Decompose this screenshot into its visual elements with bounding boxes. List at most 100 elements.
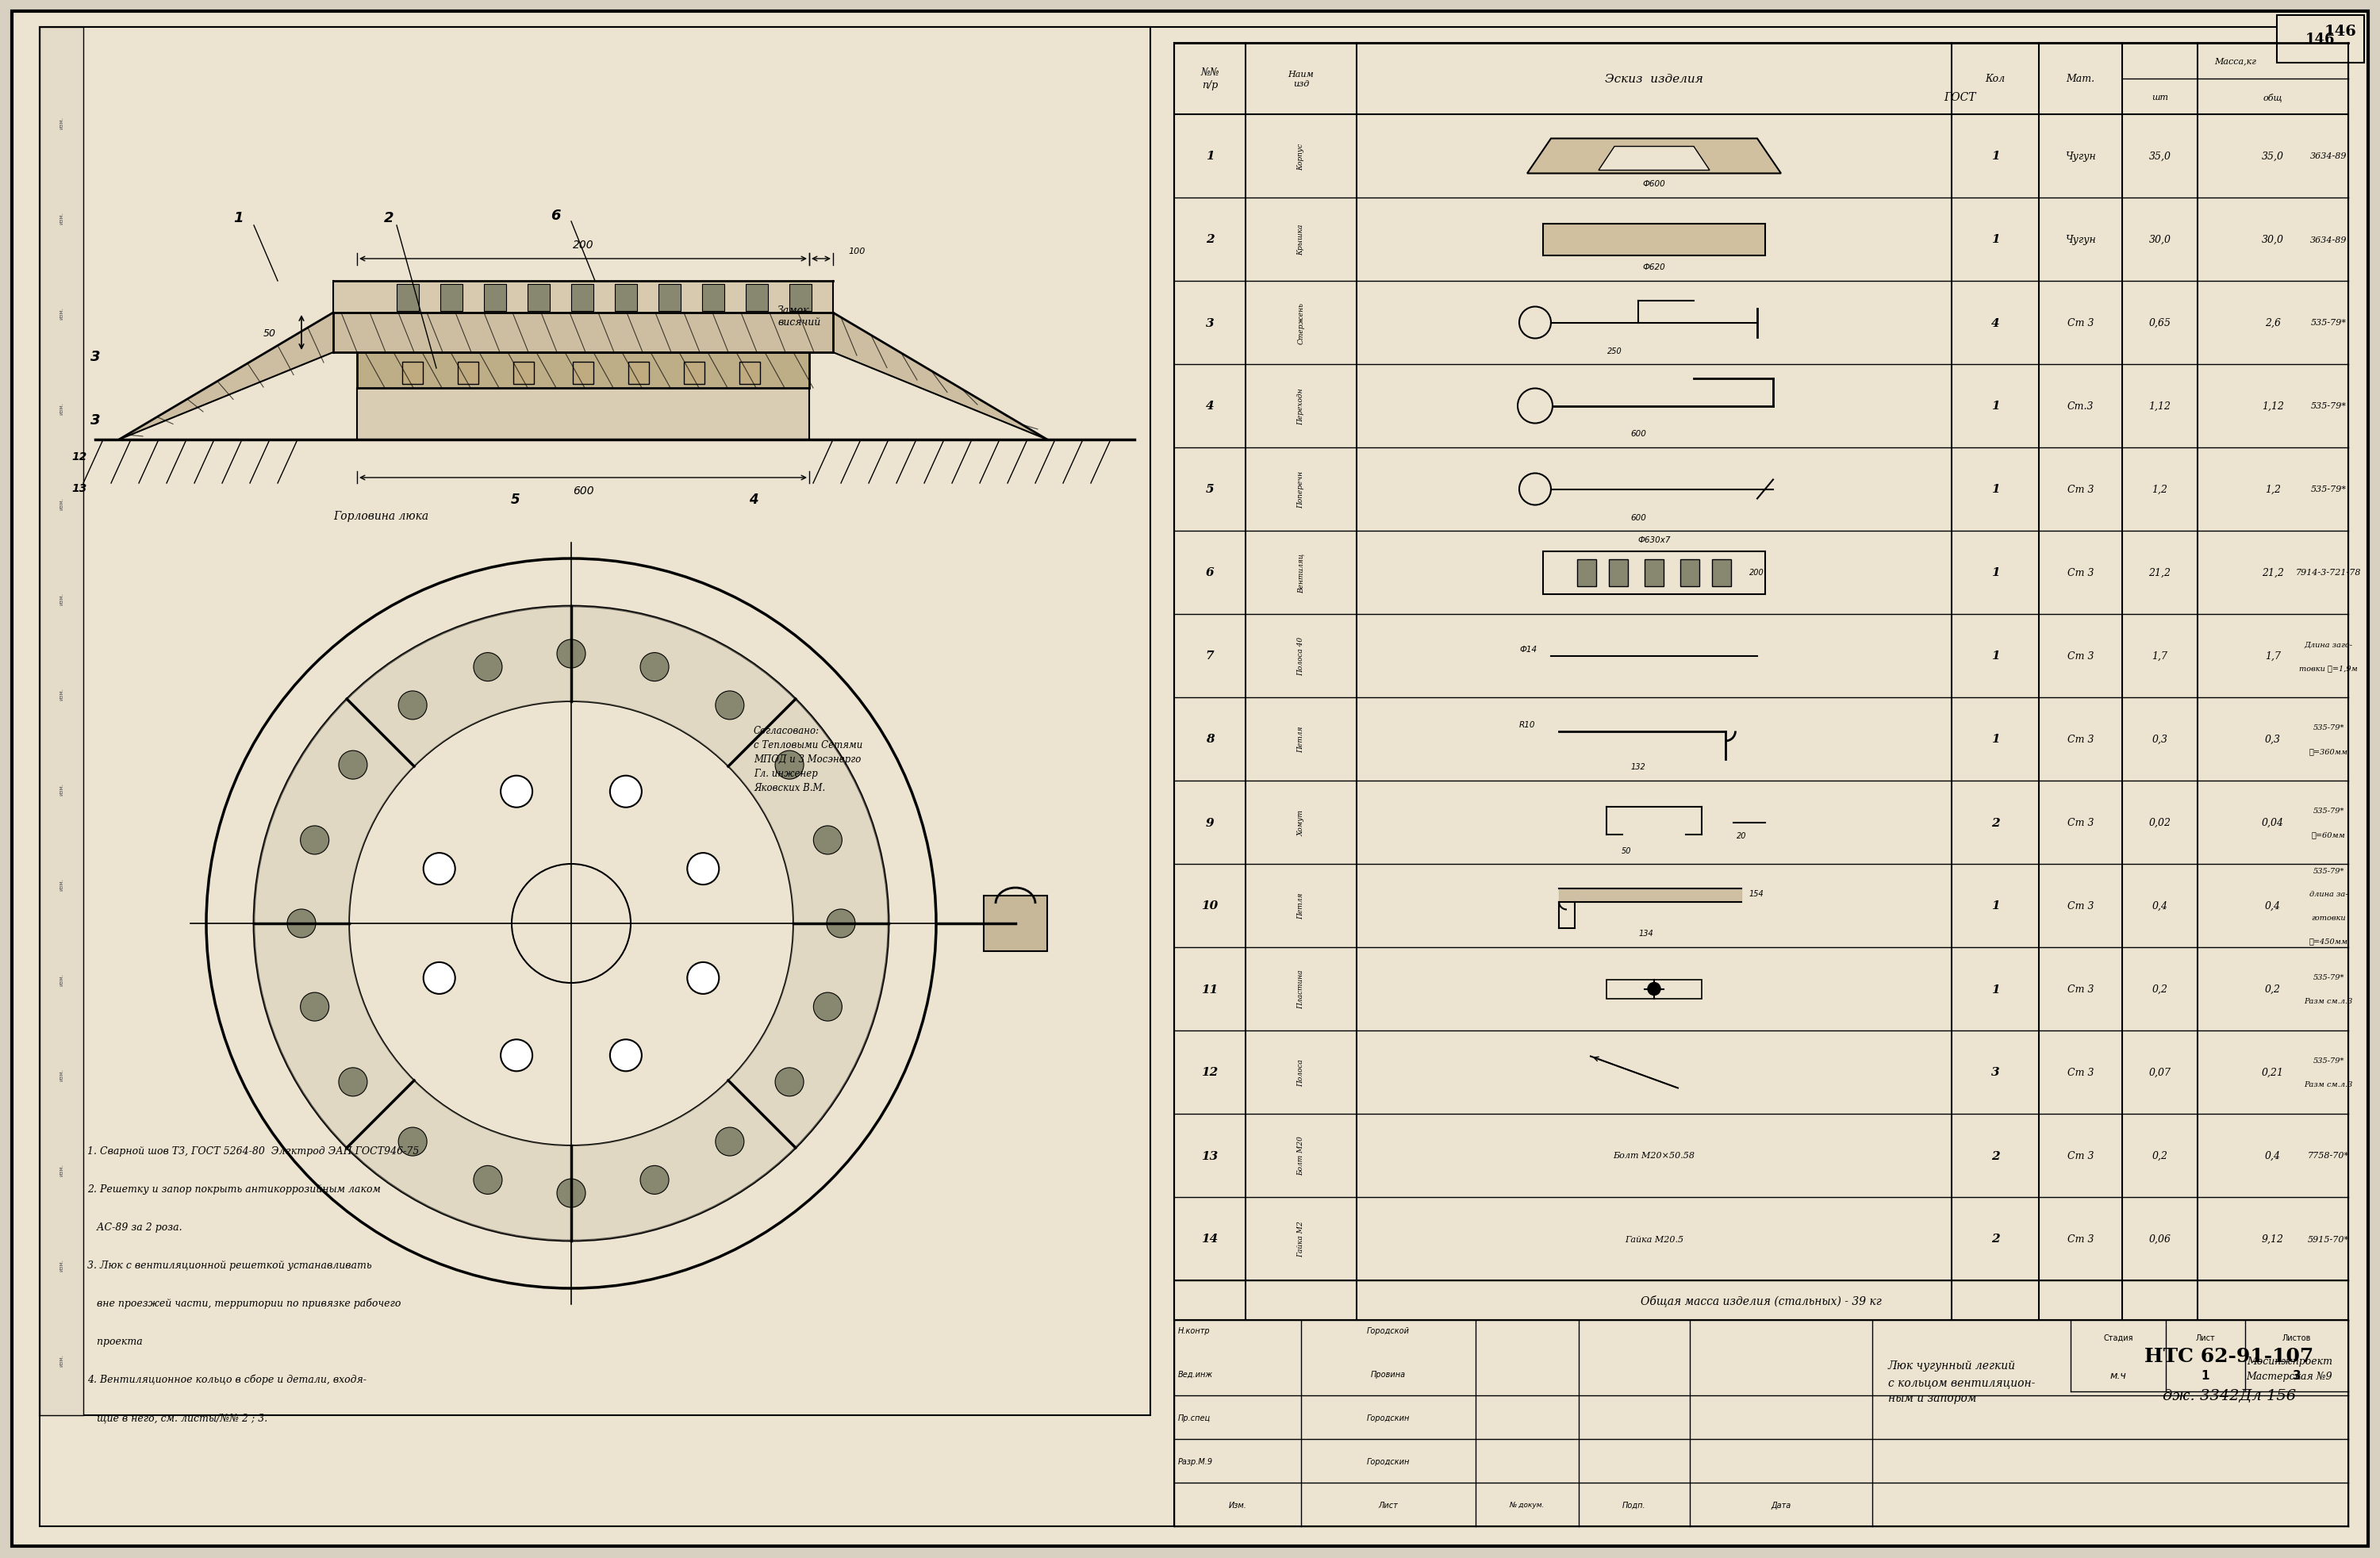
- Circle shape: [474, 653, 502, 681]
- Text: 3: 3: [1992, 1067, 1999, 1078]
- Circle shape: [716, 692, 745, 720]
- Text: Полоса: Полоса: [1297, 1058, 1304, 1086]
- Text: ℓ=360мм: ℓ=360мм: [2309, 748, 2347, 754]
- Text: 10: 10: [1202, 901, 1219, 911]
- Text: изм.: изм.: [60, 402, 64, 414]
- Circle shape: [424, 854, 455, 885]
- Text: Переходн: Переходн: [1297, 388, 1304, 425]
- Text: Провина: Провина: [1371, 1369, 1407, 1377]
- Text: 35,0: 35,0: [2149, 151, 2171, 162]
- Text: Хомут: Хомут: [1297, 810, 1304, 835]
- Text: 30,0: 30,0: [2261, 235, 2285, 245]
- Bar: [528, 285, 550, 312]
- Text: щие в него, см. листы/№№ 2 ; 3.: щие в него, см. листы/№№ 2 ; 3.: [88, 1412, 267, 1422]
- Polygon shape: [333, 282, 833, 313]
- Text: Городскин: Городскин: [1366, 1457, 1409, 1465]
- Text: 3634-89: 3634-89: [2311, 153, 2347, 160]
- Text: изм.: изм.: [60, 592, 64, 605]
- Text: 8: 8: [1207, 734, 1214, 745]
- Text: 50: 50: [1621, 846, 1630, 854]
- Text: 1,12: 1,12: [2261, 402, 2285, 411]
- Text: Разм см.л.3: Разм см.л.3: [2304, 1080, 2354, 1087]
- Text: 21,2: 21,2: [2149, 567, 2171, 578]
- Bar: [483, 285, 507, 312]
- Text: 13: 13: [71, 483, 88, 494]
- Text: изм.: изм.: [60, 687, 64, 700]
- Text: 0,04: 0,04: [2261, 818, 2285, 827]
- Text: Ф14: Ф14: [1518, 647, 1537, 654]
- Text: Ст 3: Ст 3: [2068, 985, 2094, 994]
- Text: вне проезжей части, территории по привязке рабочего: вне проезжей части, территории по привяз…: [88, 1298, 400, 1309]
- Text: 1: 1: [1992, 567, 1999, 578]
- Text: 535-79*: 535-79*: [2311, 402, 2347, 410]
- Text: изм.: изм.: [60, 117, 64, 129]
- Text: изм.: изм.: [60, 782, 64, 795]
- Circle shape: [288, 910, 317, 938]
- Text: 0,02: 0,02: [2149, 818, 2171, 827]
- Text: 535-79*: 535-79*: [2313, 807, 2344, 815]
- Text: Ст 3: Ст 3: [2068, 734, 2094, 745]
- Bar: [40, 28, 1150, 1415]
- Text: Городской: Городской: [1366, 1326, 1409, 1334]
- Text: 3. Люк с вентиляционной решеткой устанавливать: 3. Люк с вентиляционной решеткой устанав…: [88, 1260, 371, 1270]
- Text: Пластина: Пластина: [1297, 969, 1304, 1008]
- Text: 535-79*: 535-79*: [2313, 724, 2344, 731]
- Text: 1,2: 1,2: [2152, 485, 2168, 495]
- Text: Эскиз  изделия: Эскиз изделия: [1604, 73, 1704, 84]
- Text: R10: R10: [1518, 721, 1535, 729]
- Text: Общая масса изделия (стальных) - 39 кг: Общая масса изделия (стальных) - 39 кг: [1640, 1295, 1883, 1306]
- Text: 3: 3: [90, 413, 100, 427]
- Bar: [571, 285, 593, 312]
- Bar: [1578, 559, 1597, 586]
- Text: 1: 1: [2202, 1369, 2209, 1382]
- Text: Петля: Петля: [1297, 893, 1304, 919]
- Text: 200: 200: [1749, 569, 1764, 576]
- Text: 1: 1: [1992, 901, 1999, 911]
- Bar: [574, 363, 593, 385]
- Text: Ст 3: Ст 3: [2068, 567, 2094, 578]
- Text: 1: 1: [1992, 734, 1999, 745]
- Text: шт: шт: [2152, 93, 2168, 101]
- Text: 2: 2: [1992, 1234, 1999, 1245]
- Text: товки ℓ=1,9м: товки ℓ=1,9м: [2299, 664, 2359, 671]
- Text: № докум.: № докум.: [1509, 1502, 1545, 1508]
- Bar: [1609, 559, 1628, 586]
- Bar: [745, 285, 769, 312]
- Text: Вентиляц: Вентиляц: [1297, 553, 1304, 592]
- Text: 1: 1: [1992, 151, 1999, 162]
- Text: Листов: Листов: [2282, 1334, 2311, 1341]
- Text: Ф600: Ф600: [1642, 181, 1666, 189]
- Polygon shape: [1559, 888, 1742, 902]
- Text: 5: 5: [1207, 485, 1214, 495]
- Bar: [1711, 559, 1730, 586]
- Text: изм.: изм.: [60, 972, 64, 986]
- Text: общ: общ: [2263, 93, 2282, 101]
- Circle shape: [814, 992, 843, 1022]
- Text: 3634-89: 3634-89: [2311, 235, 2347, 243]
- Text: 2: 2: [383, 210, 393, 226]
- Text: длина за-: длина за-: [2309, 891, 2347, 897]
- Text: Масса,кг: Масса,кг: [2213, 58, 2256, 65]
- Text: 5915-70*: 5915-70*: [2309, 1235, 2349, 1243]
- Text: Городскин: Городскин: [1366, 1413, 1409, 1421]
- Bar: [702, 285, 724, 312]
- Text: 2: 2: [1992, 1150, 1999, 1161]
- Text: 1,12: 1,12: [2149, 402, 2171, 411]
- Text: 7: 7: [1207, 651, 1214, 662]
- Text: 1: 1: [1992, 485, 1999, 495]
- Polygon shape: [333, 313, 833, 352]
- Text: изм.: изм.: [60, 1259, 64, 1271]
- Text: №№
п/р: №№ п/р: [1200, 69, 1219, 90]
- Text: Корпус: Корпус: [1297, 143, 1304, 170]
- Text: 3: 3: [1207, 318, 1214, 329]
- Text: 4: 4: [1992, 318, 1999, 329]
- Text: 2. Решетку и запор покрыть антикоррозийным лаком: 2. Решетку и запор покрыть антикоррозийн…: [88, 1184, 381, 1193]
- Text: Ст 3: Ст 3: [2068, 818, 2094, 827]
- Circle shape: [474, 1165, 502, 1195]
- Text: 0,3: 0,3: [2152, 734, 2168, 745]
- Text: Гайка М2: Гайка М2: [1297, 1221, 1304, 1257]
- Text: 600: 600: [1630, 430, 1647, 438]
- Text: изм.: изм.: [60, 1354, 64, 1366]
- Text: 3: 3: [90, 349, 100, 365]
- Bar: [397, 285, 419, 312]
